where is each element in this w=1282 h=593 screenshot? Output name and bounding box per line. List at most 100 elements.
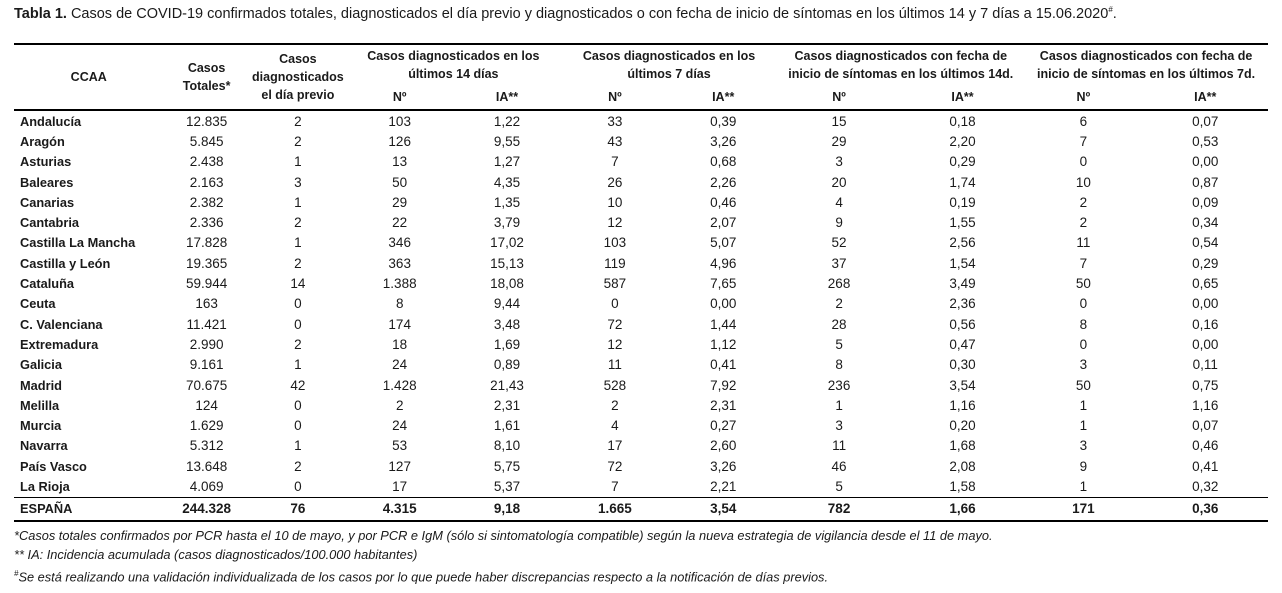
cell-ia-14d: 17,02 <box>490 235 524 251</box>
cell-casos-totales: 5.312 <box>189 438 224 454</box>
cell-casos-previo: 76 <box>290 501 306 517</box>
cell-ia-14d: 5,37 <box>493 478 521 494</box>
cell-casos-previo: 14 <box>290 276 306 292</box>
header-ia-sintomas-14d: IA** <box>951 90 974 104</box>
cell-n-sintomas-14d: 3 <box>835 418 843 434</box>
header-casos-totales-text: Casos Totales* <box>182 61 231 93</box>
cell-casos-previo: 1 <box>294 154 302 170</box>
cell-casos-previo: 2 <box>294 113 302 129</box>
cell-n-14d: 29 <box>392 194 408 210</box>
cell-n-7d: 4 <box>611 418 619 434</box>
table-row: Melilla 124 0 2 2,31 2 2,31 1 1,16 1 1,16 <box>14 395 1268 415</box>
cell-n-7d: 43 <box>607 133 623 149</box>
header-casos-totales: Casos Totales* <box>163 44 249 110</box>
cell-ia-sintomas-14d: 1,66 <box>949 501 976 517</box>
cell-casos-totales: 244.328 <box>182 501 231 517</box>
cell-n-sintomas-14d: 46 <box>831 458 847 474</box>
cell-ia-14d: 0,89 <box>493 357 521 373</box>
cell-n-sintomas-7d: 7 <box>1079 133 1088 149</box>
cell-ia-7d: 2,60 <box>710 438 737 454</box>
cell-n-sintomas-14d: 11 <box>832 438 847 454</box>
cell-casos-totales: 2.336 <box>189 215 224 231</box>
cell-casos-totales: 4.069 <box>189 478 224 494</box>
cell-ccaa: ESPAÑA <box>20 501 73 517</box>
cell-casos-totales: 2.163 <box>189 174 224 190</box>
cell-ia-sintomas-14d: 1,55 <box>949 215 976 231</box>
table-row: Cantabria 2.336 2 22 3,79 12 2,07 9 1,55 2 0,34 <box>14 212 1268 232</box>
cell-casos-totales: 124 <box>195 397 218 413</box>
cell-n-7d: 72 <box>607 458 623 474</box>
cell-n-sintomas-7d: 50 <box>1075 377 1091 393</box>
cell-ccaa: Castilla La Mancha <box>20 235 136 251</box>
cell-ia-sintomas-7d: 0,54 <box>1192 235 1219 251</box>
cell-n-sintomas-14d: 29 <box>831 133 847 149</box>
cell-ia-sintomas-14d: 0,19 <box>949 194 976 210</box>
cell-ia-7d: 3,26 <box>710 133 737 149</box>
cell-n-14d: 103 <box>388 113 411 129</box>
cell-ia-sintomas-7d: 0,09 <box>1192 194 1219 210</box>
cell-n-7d: 7 <box>611 478 619 494</box>
cell-casos-totales: 2.382 <box>189 194 224 210</box>
cell-n-7d: 12 <box>607 215 623 231</box>
cell-n-14d: 363 <box>388 255 411 271</box>
cell-n-sintomas-7d: 3 <box>1079 438 1088 454</box>
cell-casos-totales: 11.421 <box>186 316 227 332</box>
cell-ia-7d: 4,96 <box>710 255 737 271</box>
cell-n-14d: 126 <box>388 133 411 149</box>
cell-n-14d: 4.315 <box>382 501 417 517</box>
cell-ia-sintomas-7d: 0,53 <box>1192 133 1219 149</box>
cell-n-sintomas-7d: 0 <box>1079 154 1088 170</box>
footnote-casos-totales: *Casos totales confirmados por PCR hasta… <box>14 528 993 543</box>
cell-ia-sintomas-7d: 0,32 <box>1192 478 1219 494</box>
cell-n-14d: 2 <box>395 397 404 413</box>
cell-n-sintomas-14d: 8 <box>835 357 843 373</box>
cell-n-sintomas-7d: 9 <box>1079 458 1088 474</box>
cell-n-14d: 174 <box>388 316 411 332</box>
caption-label: Tabla 1. <box>14 5 67 22</box>
cell-ia-sintomas-7d: 0,36 <box>1192 501 1219 517</box>
cell-casos-previo: 2 <box>294 133 302 149</box>
cell-n-7d: 7 <box>611 154 619 170</box>
cell-ia-14d: 5,75 <box>493 458 521 474</box>
cell-n-sintomas-14d: 9 <box>835 215 843 231</box>
cell-ia-sintomas-7d: 0,07 <box>1192 113 1219 129</box>
cell-ccaa: Aragón <box>20 133 65 149</box>
cell-ia-sintomas-14d: 1,68 <box>949 438 976 454</box>
cell-n-sintomas-14d: 782 <box>827 501 851 517</box>
cell-casos-previo: 0 <box>294 397 302 413</box>
footnote-validacion: #Se está realizando una validación indiv… <box>14 564 993 586</box>
cell-ia-14d: 21,43 <box>490 377 524 393</box>
cell-n-14d: 50 <box>392 174 408 190</box>
cell-n-7d: 17 <box>607 438 623 454</box>
table-row: Asturias 2.438 1 13 1,27 7 0,68 3 0,29 0 0,00 <box>14 152 1268 172</box>
total-row: ESPAÑA 244.328 76 4.315 9,18 1.665 3,54 782 1,66… <box>14 497 1268 521</box>
table-row: Madrid 70.675 42 1.428 21,43 528 7,92 236 3,54 50… <box>14 375 1268 395</box>
cell-ia-14d: 3,48 <box>493 316 521 332</box>
footnotes: *Casos totales confirmados por PCR hasta… <box>14 526 993 586</box>
cell-n-7d: 1.665 <box>597 501 632 517</box>
cell-ia-14d: 1,61 <box>493 418 521 434</box>
cell-casos-previo: 1 <box>294 194 302 210</box>
cell-ccaa: Cataluña <box>20 276 75 292</box>
cell-casos-previo: 0 <box>294 418 302 434</box>
cell-ia-14d: 8,10 <box>493 438 521 454</box>
footnote-mark: # <box>14 569 19 578</box>
table-row: Canarias 2.382 1 29 1,35 10 0,46 4 0,19 2 0,09 <box>14 192 1268 212</box>
cell-ia-14d: 1,69 <box>493 336 521 352</box>
table-row: Cataluña 59.944 14 1.388 18,08 587 7,65 268 3,49… <box>14 273 1268 293</box>
header-group-14d-text: Casos diagnosticados en los últimos 14 d… <box>367 49 540 81</box>
caption-mark: # <box>1108 5 1113 14</box>
header-group-sintomas-14d: Casos diagnosticados con fecha de inicio… <box>777 44 1024 85</box>
cell-ia-7d: 2,26 <box>710 174 737 190</box>
cell-n-sintomas-14d: 20 <box>831 174 847 190</box>
header-n-7d: Nº <box>608 90 622 104</box>
cell-n-sintomas-7d: 1 <box>1079 418 1088 434</box>
cell-casos-totales: 2.990 <box>189 336 224 352</box>
cell-ia-sintomas-7d: 0,11 <box>1192 357 1218 373</box>
cell-ccaa: Melilla <box>20 397 60 413</box>
cell-ia-sintomas-14d: 2,36 <box>949 296 976 312</box>
cell-ccaa: Asturias <box>20 154 72 170</box>
cell-n-sintomas-14d: 4 <box>835 194 843 210</box>
cell-n-14d: 1.388 <box>382 276 417 292</box>
cell-ia-14d: 2,31 <box>493 397 521 413</box>
